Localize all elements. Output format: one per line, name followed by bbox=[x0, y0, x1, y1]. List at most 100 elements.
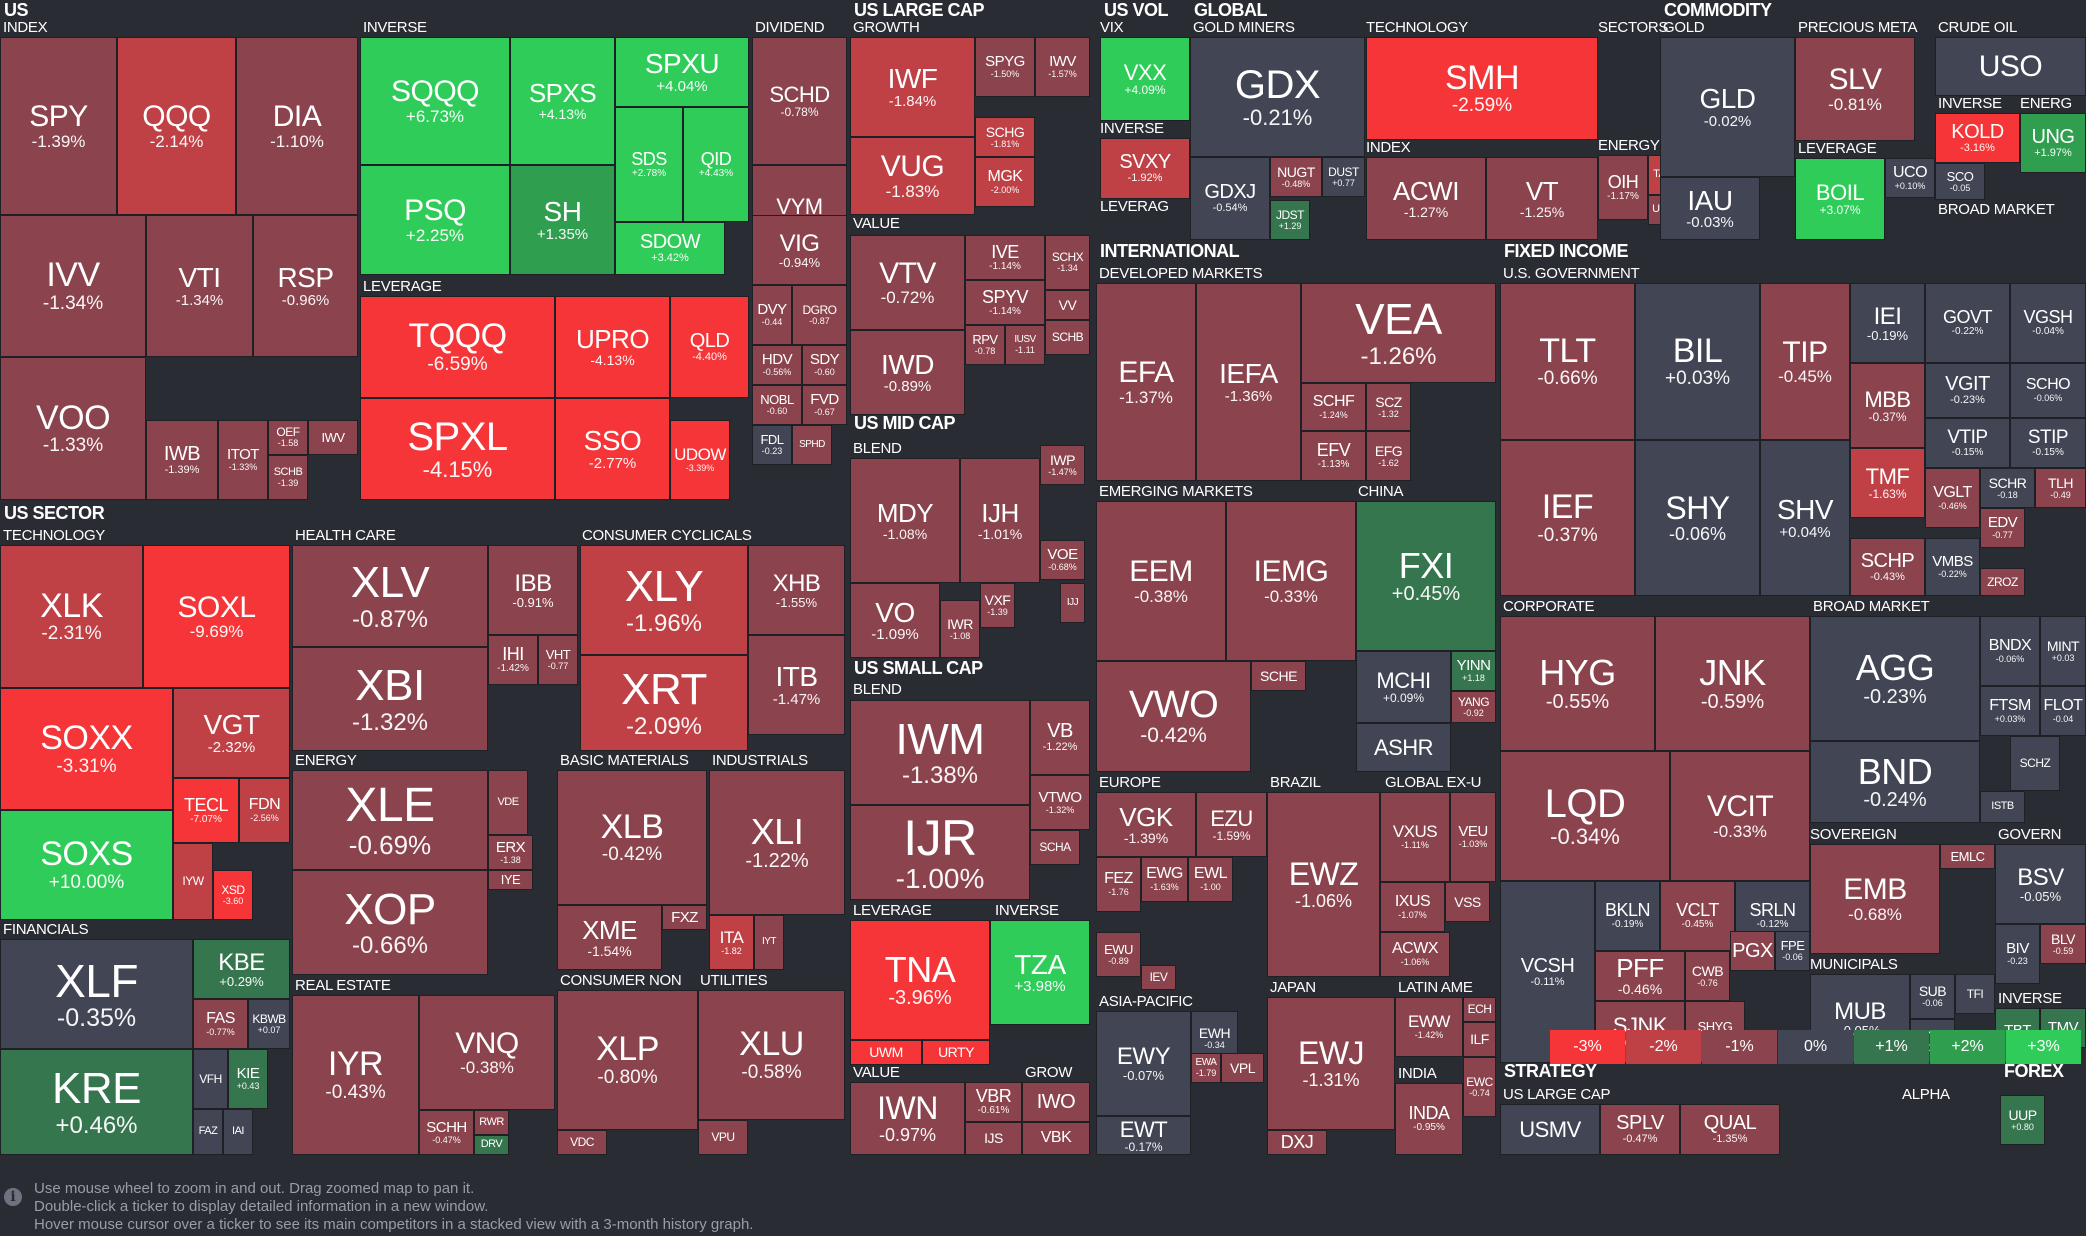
ticker-tile-schg[interactable]: SCHG -1.81% bbox=[975, 117, 1035, 157]
ticker-tile-mbb[interactable]: MBB -0.37% bbox=[1850, 363, 1925, 448]
ticker-tile-qual[interactable]: QUAL -1.35% bbox=[1680, 1104, 1780, 1155]
ticker-tile-vpu[interactable]: VPU bbox=[698, 1120, 748, 1155]
ticker-tile-vcit[interactable]: VCIT -0.33% bbox=[1670, 751, 1810, 881]
ticker-tile-schd[interactable]: SCHD -0.78% bbox=[752, 37, 847, 165]
ticker-tile-dia[interactable]: DIA -1.10% bbox=[236, 37, 358, 215]
ticker-tile-acwx[interactable]: ACWX -1.06% bbox=[1380, 932, 1450, 977]
ticker-tile-yang[interactable]: YANG -0.92 bbox=[1451, 691, 1496, 723]
ticker-tile-vv[interactable]: VV bbox=[1045, 290, 1090, 320]
ticker-tile-ezu[interactable]: EZU -1.59% bbox=[1196, 792, 1267, 857]
ticker-tile-svxy[interactable]: SVXY -1.92% bbox=[1100, 138, 1190, 199]
ticker-tile-xsd[interactable]: XSD -3.60 bbox=[213, 870, 253, 920]
ticker-tile-mdy[interactable]: MDY -1.08% bbox=[850, 458, 960, 583]
ticker-tile-vnq[interactable]: VNQ -0.38% bbox=[419, 995, 555, 1110]
ticker-tile-iemg[interactable]: IEMG -0.33% bbox=[1226, 501, 1356, 661]
ticker-tile-schh[interactable]: SCHH -0.47% bbox=[419, 1110, 474, 1155]
ticker-tile-schb[interactable]: SCHB -1.39 bbox=[268, 455, 308, 500]
ticker-tile-efg[interactable]: EFG -1.62 bbox=[1366, 431, 1411, 481]
ticker-tile-ewg[interactable]: EWG -1.63% bbox=[1141, 857, 1188, 902]
ticker-tile-qid[interactable]: QID +4.43% bbox=[683, 107, 749, 222]
ticker-tile-oef[interactable]: OEF -1.58 bbox=[268, 420, 308, 455]
ticker-tile-ilf[interactable]: ILF bbox=[1463, 1022, 1496, 1057]
ticker-tile-vb[interactable]: VB -1.22% bbox=[1030, 700, 1090, 775]
ticker-tile-vtwo[interactable]: VTWO -1.32% bbox=[1030, 775, 1090, 830]
ticker-tile-smh[interactable]: SMH -2.59% bbox=[1366, 37, 1598, 140]
ticker-tile-ixus[interactable]: IXUS -1.07% bbox=[1380, 882, 1445, 932]
ticker-tile-cwb[interactable]: CWB -0.76 bbox=[1685, 951, 1730, 1001]
ticker-tile-emb[interactable]: EMB -0.68% bbox=[1810, 844, 1940, 954]
ticker-tile-vxus[interactable]: VXUS -1.11% bbox=[1380, 792, 1450, 882]
ticker-tile-schb[interactable]: SCHB bbox=[1045, 320, 1090, 355]
ticker-tile-blv[interactable]: BLV -0.59 bbox=[2040, 924, 2086, 964]
ticker-tile-vxf[interactable]: VXF -1.39 bbox=[980, 583, 1015, 628]
ticker-tile-iyw[interactable]: IYW bbox=[173, 843, 213, 920]
ticker-tile-spyv[interactable]: SPYV -1.14% bbox=[965, 280, 1045, 325]
ticker-tile-iwn[interactable]: IWN -0.97% bbox=[850, 1082, 965, 1155]
ticker-tile-itb[interactable]: ITB -1.47% bbox=[748, 635, 845, 735]
ticker-tile-vclt[interactable]: VCLT -0.45% bbox=[1660, 881, 1735, 951]
ticker-tile-kie[interactable]: KIE +0.43 bbox=[228, 1049, 268, 1109]
ticker-tile-sh[interactable]: SH +1.35% bbox=[510, 165, 615, 275]
ticker-tile-sdy[interactable]: SDY -0.60 bbox=[802, 345, 847, 385]
ticker-tile-scha[interactable]: SCHA bbox=[1030, 830, 1080, 865]
ticker-tile-emlc[interactable]: EMLC bbox=[1940, 844, 1995, 869]
ticker-tile-tfi[interactable]: TFI bbox=[1955, 974, 1995, 1014]
ticker-tile-rwr[interactable]: RWR bbox=[474, 1110, 509, 1135]
ticker-tile-eem[interactable]: EEM -0.38% bbox=[1096, 501, 1226, 661]
ticker-tile-iwd[interactable]: IWD -0.89% bbox=[850, 330, 965, 415]
ticker-tile-tlh[interactable]: TLH -0.49 bbox=[2035, 468, 2086, 508]
ticker-tile-vgsh[interactable]: VGSH -0.04% bbox=[2010, 283, 2086, 363]
ticker-tile-vti[interactable]: VTI -1.34% bbox=[146, 215, 253, 357]
ticker-tile-iev[interactable]: IEV bbox=[1141, 965, 1176, 990]
ticker-tile-rpv[interactable]: RPV -0.78 bbox=[965, 325, 1005, 365]
ticker-tile-pgx[interactable]: PGX bbox=[1730, 931, 1775, 971]
ticker-tile-gdxj[interactable]: GDXJ -0.54% bbox=[1190, 157, 1270, 240]
ticker-tile-vt[interactable]: VT -1.25% bbox=[1486, 157, 1598, 240]
ticker-tile-vde[interactable]: VDE bbox=[488, 770, 528, 835]
ticker-tile-vig[interactable]: VIG -0.94% bbox=[752, 215, 847, 285]
ticker-tile-drv[interactable]: DRV bbox=[474, 1135, 509, 1155]
ticker-tile-pff[interactable]: PFF -0.46% bbox=[1595, 951, 1685, 1001]
ticker-tile-uco[interactable]: UCO +0.10% bbox=[1885, 158, 1935, 198]
ticker-tile-gld[interactable]: GLD -0.02% bbox=[1660, 37, 1795, 177]
ticker-tile-ijj[interactable]: IJJ bbox=[1060, 583, 1085, 623]
ticker-tile-ihi[interactable]: IHI -1.42% bbox=[488, 635, 538, 685]
ticker-tile-qld[interactable]: QLD -4.40% bbox=[670, 296, 749, 398]
ticker-tile-mchi[interactable]: MCHI +0.09% bbox=[1356, 651, 1451, 723]
ticker-tile-bnd[interactable]: BND -0.24% bbox=[1810, 741, 1980, 823]
ticker-tile-voo[interactable]: VOO -1.33% bbox=[0, 357, 146, 500]
ticker-tile-urty[interactable]: URTY bbox=[922, 1040, 990, 1065]
ticker-tile-mgk[interactable]: MGK -2.00% bbox=[975, 157, 1035, 207]
ticker-tile-ive[interactable]: IVE -1.14% bbox=[965, 235, 1045, 280]
ticker-tile-ijs[interactable]: IJS bbox=[965, 1122, 1022, 1155]
ticker-tile-schf[interactable]: SCHF -1.24% bbox=[1301, 383, 1366, 431]
ticker-tile-tza[interactable]: TZA +3.98% bbox=[990, 920, 1090, 1025]
ticker-tile-iwo[interactable]: IWO bbox=[1022, 1082, 1090, 1122]
ticker-tile-iwv[interactable]: IWV bbox=[308, 420, 358, 455]
ticker-tile-tna[interactable]: TNA -3.96% bbox=[850, 920, 990, 1040]
ticker-tile-eww[interactable]: EWW -1.42% bbox=[1395, 997, 1463, 1057]
ticker-tile-ftsm[interactable]: FTSM +0.03% bbox=[1980, 686, 2040, 736]
ticker-tile-vglt[interactable]: VGLT -0.46% bbox=[1925, 468, 1980, 528]
ticker-tile-iai[interactable]: IAI bbox=[223, 1109, 253, 1155]
ticker-tile-splv[interactable]: SPLV -0.47% bbox=[1600, 1104, 1680, 1155]
ticker-tile-sdow[interactable]: SDOW +3.42% bbox=[615, 222, 725, 275]
ticker-tile-stip[interactable]: STIP -0.15% bbox=[2010, 418, 2086, 468]
ticker-tile-shv[interactable]: SHV +0.04% bbox=[1760, 440, 1850, 596]
ticker-tile-veu[interactable]: VEU -1.03% bbox=[1450, 792, 1496, 882]
ticker-tile-acwi[interactable]: ACWI -1.27% bbox=[1366, 157, 1486, 240]
ticker-tile-ivv[interactable]: IVV -1.34% bbox=[0, 215, 146, 357]
ticker-tile-jdst[interactable]: JDST +1.29 bbox=[1270, 200, 1310, 240]
ticker-tile-uso[interactable]: USO bbox=[1935, 37, 2086, 96]
ticker-tile-edv[interactable]: EDV -0.77 bbox=[1980, 508, 2025, 548]
ticker-tile-dgro[interactable]: DGRO -0.87 bbox=[792, 285, 847, 345]
ticker-tile-kre[interactable]: KRE +0.46% bbox=[0, 1049, 193, 1155]
ticker-tile-uwm[interactable]: UWM bbox=[850, 1040, 922, 1065]
ticker-tile-boil[interactable]: BOIL +3.07% bbox=[1795, 158, 1885, 240]
ticker-tile-sco[interactable]: SCO -0.05 bbox=[1935, 163, 1985, 200]
ticker-tile-vea[interactable]: VEA -1.26% bbox=[1301, 283, 1496, 383]
ticker-tile-inda[interactable]: INDA -0.95% bbox=[1395, 1083, 1463, 1155]
ticker-tile-ewy[interactable]: EWY -0.07% bbox=[1096, 1011, 1191, 1116]
ticker-tile-xlb[interactable]: XLB -0.42% bbox=[557, 770, 707, 905]
ticker-tile-hdv[interactable]: HDV -0.56% bbox=[752, 345, 802, 385]
